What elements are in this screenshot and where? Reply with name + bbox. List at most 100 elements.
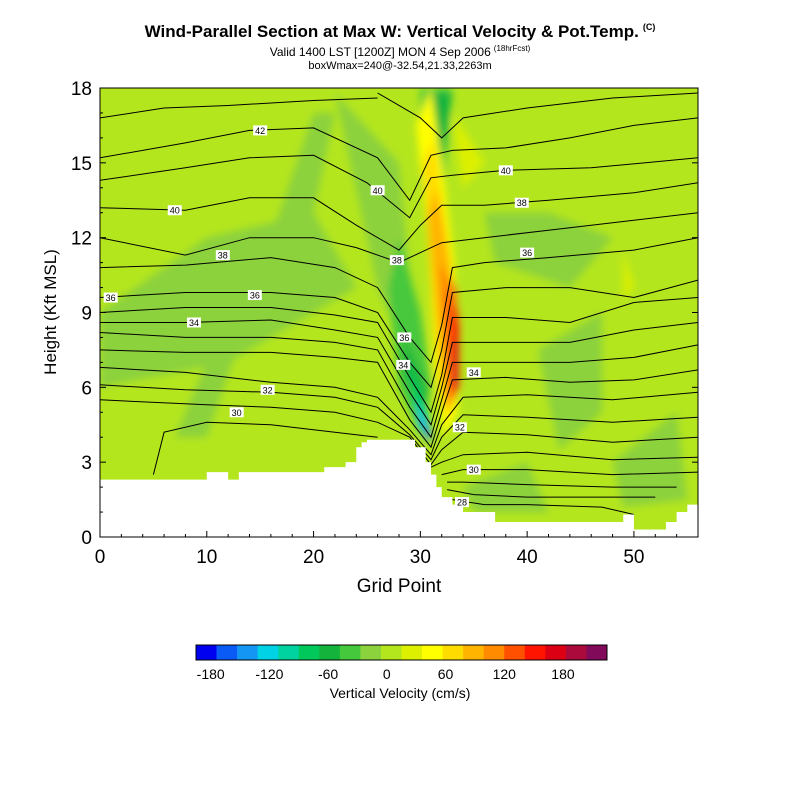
velocity-patch [623, 250, 634, 301]
y-tick-label: 15 [71, 154, 92, 175]
colorbar-swatch [545, 645, 567, 660]
colorbar-frame [195, 644, 608, 661]
velocity-patch [537, 312, 602, 450]
y-tick-label: 0 [81, 528, 92, 549]
plot-area: 42 40 40 40 38 38 38 36 36 36 36 34 34 34 32 32 30 30 28 [100, 88, 698, 537]
velocity-patch [100, 212, 357, 388]
contour-label: 38 [392, 256, 402, 266]
colorbar-swatch [422, 645, 443, 660]
valid-time-text: Valid 1400 LST [1200Z] MON 4 Sep 2006 [269, 45, 491, 59]
theta-contour [100, 97, 378, 119]
theta-contour [447, 489, 656, 498]
theta-contour [100, 332, 698, 439]
chart-title-text: Wind-Parallel Section at Max W: Vertical… [144, 22, 639, 41]
contour-label-bg [167, 205, 182, 216]
contour-label: 34 [398, 360, 408, 370]
colorbar-swatch [237, 645, 258, 660]
contour-label: 36 [250, 291, 260, 301]
contour-label: 40 [373, 186, 383, 196]
x-axis-label: Grid Point [357, 576, 442, 597]
colorbar-swatch [257, 645, 279, 660]
x-tick-label: 50 [623, 547, 644, 568]
y-axis-label: Height (Kft MSL) [41, 249, 60, 375]
colorbar-swatch [216, 645, 238, 660]
colorbar-label: Vertical Velocity (cm/s) [330, 685, 471, 701]
contour-label: 30 [232, 408, 242, 418]
colorbar-swatch [565, 645, 587, 660]
theta-contour [100, 297, 698, 414]
contour-label: 32 [263, 385, 273, 395]
contour-label: 42 [255, 126, 265, 136]
contour-label-bg [397, 332, 412, 343]
contour-label-bg [186, 317, 201, 328]
contour-labels: 42 40 40 40 38 38 38 36 36 36 36 34 34 34 32 32 30 30 28 [103, 125, 535, 508]
velocity-patch [484, 212, 613, 288]
theta-contour [100, 319, 698, 426]
contour-label: 40 [501, 166, 511, 176]
theta-contour [447, 481, 677, 488]
colorbar-tick-label: 60 [438, 666, 454, 682]
theta-contour [452, 499, 635, 515]
contour-label-bg [452, 422, 467, 433]
colorbar-swatch [463, 645, 484, 660]
chart-title: Wind-Parallel Section at Max W: Vertical… [0, 22, 800, 42]
box-wmax-line: boxWmax=240@-32.54,21.33,2263m [308, 60, 492, 72]
theta-contour [441, 469, 698, 476]
theta-contour [100, 117, 698, 202]
theta-contour [100, 182, 698, 251]
x-tick-label: 10 [196, 547, 217, 568]
theta-contours [100, 92, 698, 515]
theta-contour [430, 451, 698, 468]
theta-contour [100, 279, 698, 389]
colorbar-swatch [380, 645, 402, 660]
contour-label-bg [215, 250, 230, 261]
theta-contour [100, 212, 698, 264]
x-tick-label: 20 [303, 547, 324, 568]
forecast-tag: (18hrFcst) [493, 44, 531, 53]
theta-contour [100, 237, 698, 364]
terrain [100, 439, 698, 537]
colorbar-swatch [504, 645, 526, 660]
contour-label: 38 [218, 251, 228, 261]
contour-label-bg [253, 125, 268, 136]
colorbar-swatch [483, 645, 505, 660]
contour-label-bg [514, 197, 529, 208]
contour-label: 36 [399, 333, 409, 343]
colorbar-swatch [298, 645, 320, 660]
theta-contour [100, 349, 698, 449]
contour-label-bg [229, 407, 244, 418]
x-tick-label: 40 [517, 547, 538, 568]
contour-label-bg [466, 367, 481, 378]
contour-label-bg [520, 247, 535, 258]
contour-label-bg [498, 165, 513, 176]
x-tick-label: 30 [410, 547, 431, 568]
y-tick-label: 6 [81, 378, 92, 399]
y-tick-label: 3 [81, 453, 92, 474]
colorbar-swatch [360, 645, 382, 660]
theta-contour [152, 421, 378, 475]
contour-label-bg [466, 464, 481, 475]
contour-label: 36 [522, 248, 532, 258]
contour-label: 40 [170, 206, 180, 216]
colorbar-tick-label: 120 [493, 666, 517, 682]
colorbar-swatch [524, 645, 546, 660]
contour-label: 28 [457, 498, 467, 508]
velocity-patch [612, 412, 688, 508]
contour-label: 32 [455, 423, 465, 433]
contour-label: 34 [469, 368, 479, 378]
velocity-patch [431, 92, 453, 163]
colorbar-swatch [401, 645, 423, 660]
contour-label-bg [455, 497, 470, 508]
colorbar-swatch [196, 645, 217, 660]
colorbar-tick-label: -180 [197, 666, 225, 682]
contour-label: 34 [189, 318, 199, 328]
contour-label-bg [260, 384, 275, 395]
theta-contour [377, 92, 698, 139]
contour-label: 38 [517, 198, 527, 208]
contour-label-bg [370, 185, 385, 196]
velocity-patch [452, 112, 485, 188]
theta-contour [100, 366, 698, 456]
contour-label-bg [247, 290, 262, 301]
